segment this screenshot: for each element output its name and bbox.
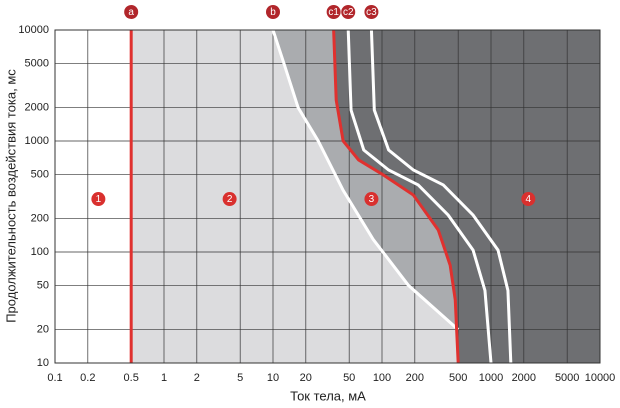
- curve-label: c1: [328, 7, 339, 18]
- x-tick-label: 100: [373, 372, 391, 384]
- zone-label: 4: [526, 194, 532, 205]
- y-tick-label: 200: [31, 212, 49, 224]
- x-tick-label: 2000: [512, 372, 536, 384]
- x-tick-label: 10000: [585, 372, 616, 384]
- zone-marker: [222, 192, 237, 207]
- curve-label: b: [270, 7, 276, 18]
- y-tick-label: 10000: [18, 24, 49, 36]
- x-tick-label: 1000: [479, 372, 503, 384]
- curve-marker: [364, 5, 379, 19]
- curve: [332, 30, 460, 363]
- x-tick-label: 2: [194, 372, 200, 384]
- x-tick-label: 50: [343, 372, 355, 384]
- y-tick-label: 500: [31, 168, 49, 180]
- y-tick-label: 2000: [25, 101, 49, 113]
- zone-marker: [91, 192, 106, 207]
- plot-border: [54, 29, 601, 364]
- y-tick-label: 5000: [25, 57, 49, 69]
- y-tick-label: 10: [37, 357, 49, 369]
- x-axis-title: Ток тела, мА: [290, 388, 366, 403]
- y-tick-label: 20: [37, 323, 49, 335]
- curve-label: a: [128, 7, 134, 18]
- x-tick-label: 1: [161, 372, 167, 384]
- zone-marker: [521, 192, 536, 207]
- x-tick-label: 200: [406, 372, 424, 384]
- curve: [369, 30, 513, 363]
- x-tick-label: 20: [300, 372, 312, 384]
- zone-fill: [333, 30, 600, 363]
- curve: [346, 30, 493, 363]
- zone-label: 1: [96, 194, 102, 205]
- zone-label: 2: [227, 194, 233, 205]
- x-tick-label: 0.2: [80, 372, 95, 384]
- x-tick-label: 500: [449, 372, 467, 384]
- curve-marker: [124, 5, 139, 19]
- y-axis-title: Продолжительность воздействия тока, мс: [3, 69, 18, 323]
- curve-label: c2: [343, 7, 354, 18]
- x-tick-label: 5000: [555, 372, 579, 384]
- curve-marker: [266, 5, 280, 19]
- x-tick-label: 0.1: [47, 372, 62, 384]
- zone-label: 3: [369, 194, 375, 205]
- curve-marker: [341, 5, 356, 19]
- x-tick-label: 10: [267, 372, 279, 384]
- y-tick-label: 50: [37, 279, 49, 291]
- x-tick-label: 5: [237, 372, 243, 384]
- curve: [271, 30, 460, 331]
- y-tick-label: 1000: [25, 135, 49, 147]
- curve-marker: [326, 5, 341, 19]
- zone-marker: [364, 192, 379, 207]
- y-tick-label: 100: [31, 246, 49, 258]
- curve-label: c3: [366, 7, 377, 18]
- x-tick-label: 0.5: [124, 372, 139, 384]
